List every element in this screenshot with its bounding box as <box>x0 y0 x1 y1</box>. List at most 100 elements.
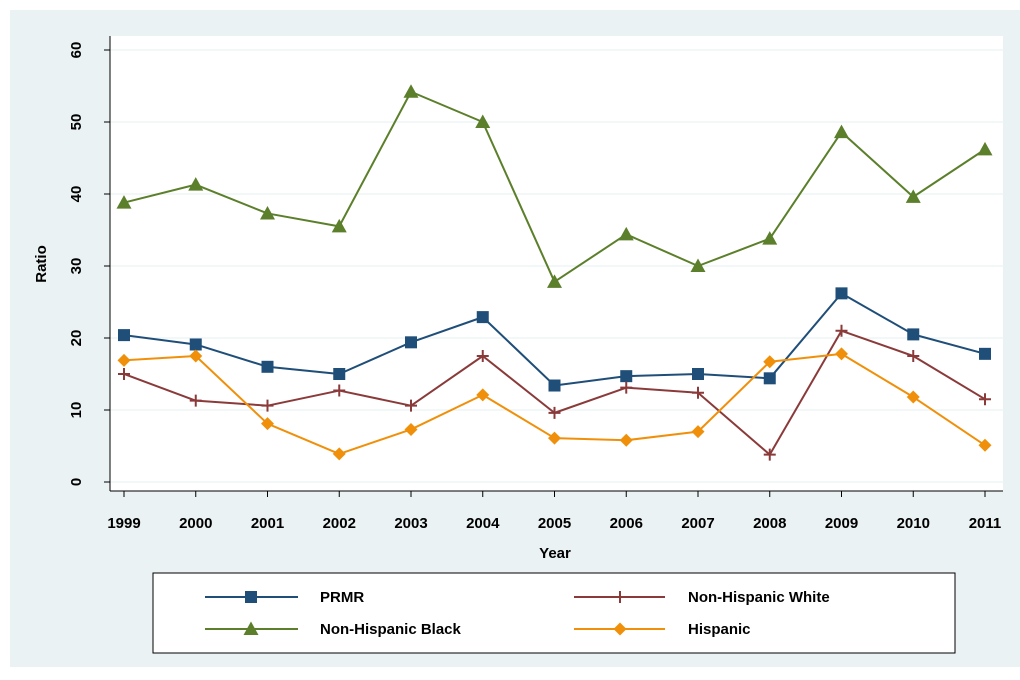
y-tick-label: 30 <box>68 258 85 275</box>
square-marker <box>548 379 561 392</box>
x-axis-label: Year <box>539 545 571 562</box>
square-marker <box>835 287 848 300</box>
triangle-marker <box>331 218 347 233</box>
plus-marker <box>261 399 274 412</box>
plus-marker <box>189 394 202 407</box>
triangle-marker <box>762 231 778 245</box>
triangle-marker <box>116 195 132 209</box>
square-marker <box>189 338 202 351</box>
diamond-marker <box>476 388 490 402</box>
square-marker <box>405 336 417 349</box>
square-marker <box>333 368 346 380</box>
triangle-marker <box>618 226 634 241</box>
gridlines <box>110 49 1003 483</box>
series-hispanic <box>117 347 992 461</box>
plus-marker <box>548 406 561 419</box>
y-axis-label: Ratio <box>33 245 50 283</box>
square-marker <box>692 368 704 380</box>
diamond-marker <box>619 433 633 447</box>
diamond-marker <box>613 622 627 636</box>
triangle-marker <box>243 621 259 635</box>
diamond-marker <box>691 425 705 439</box>
diamond-marker <box>763 355 777 369</box>
diamond-marker <box>978 438 992 452</box>
legend-label: Hispanic <box>688 621 751 638</box>
x-tick-label: 2002 <box>323 515 356 532</box>
x-tick-label: 2011 <box>969 515 1002 532</box>
y-tick-label: 60 <box>68 42 85 59</box>
x-tick-label: 2001 <box>251 515 284 532</box>
diamond-marker <box>835 347 848 361</box>
diamond-marker <box>261 417 274 431</box>
x-tick-label: 2010 <box>897 515 930 532</box>
y-tick-label: 50 <box>68 114 85 131</box>
x-tick-label: 2005 <box>538 515 571 532</box>
square-marker <box>620 370 633 383</box>
y-tick-label: 10 <box>68 402 85 419</box>
x-tick-label: 2003 <box>394 515 427 532</box>
axes <box>109 36 1003 492</box>
diamond-marker <box>404 422 418 436</box>
triangle-marker <box>690 258 706 272</box>
square-marker <box>476 311 489 324</box>
plus-marker <box>405 399 417 412</box>
x-tick-label: 2000 <box>179 515 212 532</box>
triangle-marker <box>547 274 562 288</box>
triangle-marker <box>475 114 491 128</box>
plus-marker <box>614 591 626 603</box>
y-tick-label: 40 <box>68 186 85 203</box>
plus-marker <box>835 324 848 337</box>
x-tick-label: 2009 <box>825 515 858 532</box>
legend: PRMR Non-Hispanic White Non-Hispanic Black… <box>152 572 956 654</box>
diamond-marker <box>117 353 131 367</box>
square-marker <box>118 329 130 342</box>
triangle-marker <box>260 205 275 220</box>
plus-marker <box>620 381 633 394</box>
y-tick-label: 20 <box>68 330 85 347</box>
legend-box <box>152 572 956 654</box>
legend-label: PRMR <box>320 589 364 606</box>
x-tick-label: 2008 <box>753 515 786 532</box>
square-marker <box>763 372 776 385</box>
square-marker <box>979 347 991 360</box>
diamond-marker <box>906 390 920 404</box>
triangle-marker <box>977 141 993 156</box>
legend-label: Non-Hispanic Black <box>320 621 462 638</box>
plus-marker <box>118 368 130 380</box>
plot-area <box>110 36 1003 491</box>
triangle-marker <box>905 189 921 203</box>
square-marker <box>907 328 920 341</box>
triangle-marker <box>403 84 419 98</box>
plus-marker <box>907 350 920 362</box>
x-axis-ticks: 1999 2000 2001 2002 2003 2004 2005 2006 2007 2008… <box>107 491 1001 532</box>
plus-marker <box>763 448 776 461</box>
diamond-marker <box>548 431 561 445</box>
diamond-marker <box>332 447 346 461</box>
x-tick-label: 2004 <box>466 515 500 532</box>
legend-item: Non-Hispanic Black <box>205 621 462 638</box>
plus-marker <box>979 393 991 406</box>
series-non-hispanic-black <box>116 84 993 288</box>
legend-item: Hispanic <box>574 621 751 638</box>
diamond-marker <box>189 349 203 363</box>
series-non-hispanic-white <box>118 324 991 461</box>
y-tick-label: 0 <box>68 478 85 486</box>
plus-marker <box>333 384 346 397</box>
x-tick-label: 1999 <box>107 515 140 532</box>
legend-item: PRMR <box>205 589 364 606</box>
legend-label: Non-Hispanic White <box>688 589 830 606</box>
triangle-marker <box>834 124 849 139</box>
x-tick-label: 2006 <box>610 515 643 532</box>
series-prmr <box>118 287 991 392</box>
series-group <box>116 84 993 461</box>
legend-item: Non-Hispanic White <box>574 589 830 606</box>
square-marker <box>261 360 274 373</box>
plus-marker <box>476 350 489 362</box>
y-axis-ticks: 0 10 20 30 40 50 60 <box>68 42 110 486</box>
x-tick-label: 2007 <box>681 515 714 532</box>
square-marker <box>245 591 257 603</box>
plus-marker <box>692 386 704 399</box>
triangle-marker <box>188 177 204 191</box>
